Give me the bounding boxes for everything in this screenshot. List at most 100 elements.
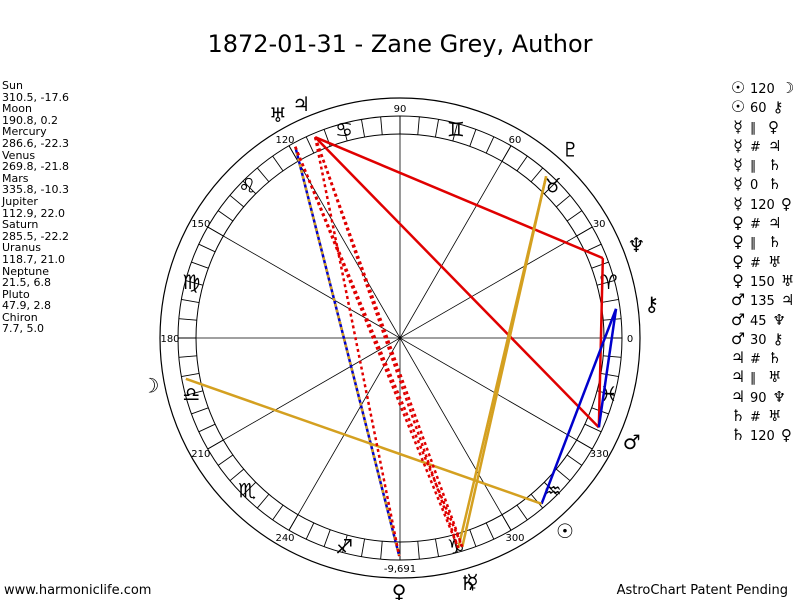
degree-tick xyxy=(485,522,495,540)
aspect-row: ♃ 90 ♆ xyxy=(728,387,794,406)
planet-name-jupiter: Jupiter xyxy=(2,194,38,208)
aspect-planet2-icon: ♀ xyxy=(780,194,792,213)
planet-icon: ♃ xyxy=(292,92,310,116)
aspect-line xyxy=(313,136,401,557)
aspect-type: # xyxy=(750,217,761,233)
aspect-row: ☿ ∥ ♀ xyxy=(728,117,794,136)
degree-label: 180 xyxy=(160,334,179,345)
degree-label: 0 xyxy=(627,334,633,345)
degree-tick xyxy=(434,538,439,557)
aspect-planet2-icon: ♄ xyxy=(768,233,782,252)
aspect-type: 120 xyxy=(750,82,775,97)
degree-tick xyxy=(380,116,383,135)
aspect-row: ♃ # ♄ xyxy=(728,348,794,367)
planet-icon: ♂ xyxy=(623,430,641,454)
planet-name-saturn: Saturn xyxy=(2,218,39,232)
degree-label: 240 xyxy=(275,533,294,544)
aspect-planet2-icon: ♅ xyxy=(780,271,795,290)
aspect-planet2-icon: ♃ xyxy=(768,214,782,233)
degree-label: 210 xyxy=(191,449,210,460)
degree-tick xyxy=(191,261,209,269)
aspect-type: # xyxy=(750,410,761,426)
degree-tick xyxy=(516,155,528,172)
planet-name-mars: Mars xyxy=(2,171,29,185)
degree-tick xyxy=(242,481,257,496)
degree-tick xyxy=(272,155,284,172)
planet-icon: ♆ xyxy=(627,233,645,257)
aspect-type: 135 xyxy=(750,294,775,310)
planet-coords-mars: 335.8, -10.3 xyxy=(2,183,69,197)
planet-coords-uranus: 118.7, 21.0 xyxy=(2,252,65,266)
degree-label: 330 xyxy=(590,449,609,460)
degree-tick xyxy=(342,534,348,553)
aspect-type: ∥ xyxy=(750,120,757,136)
aspect-line xyxy=(597,258,605,428)
degree-tick xyxy=(516,504,528,521)
aspect-row: ♂ 30 ⚷ xyxy=(728,329,794,348)
aspect-row: ♀ # ♃ xyxy=(728,213,794,232)
aspect-row: ♂ 135 ♃ xyxy=(728,290,794,309)
aspect-row: ♀ 150 ♅ xyxy=(728,271,794,290)
degree-tick xyxy=(229,194,245,208)
aspect-type: # xyxy=(750,255,761,271)
planet-name-moon: Moon xyxy=(2,102,32,116)
degree-tick xyxy=(452,123,458,142)
aspect-row: ☿ # ♃ xyxy=(728,136,794,155)
site-url[interactable]: www.harmoniclife.com xyxy=(4,583,152,598)
planet-icon: ☽ xyxy=(142,374,160,398)
degree-label: 60 xyxy=(509,135,522,146)
aspect-row: ☿ 0 ♄ xyxy=(728,174,794,193)
aspect-type: ∥ xyxy=(750,159,757,175)
zodiac-sign-icon: ♋ xyxy=(335,117,353,141)
aspect-planet1-icon: ☉ xyxy=(730,97,746,117)
aspect-list: ☉ 120 ☽ ☉ 60 ⚷ ☿ ∥ ♀ ☿ # ♃ ☿ ∥ ♄ ☿ 0 ♄ ☿ 120 ♀ ♀ # ♃ ♀ ∥ ♄ ♀ # ♅ ♀ 150 ♅… xyxy=(728,78,794,445)
degree-tick xyxy=(543,481,558,496)
degree-tick xyxy=(217,210,234,222)
aspect-planet1-icon: ♃ xyxy=(730,386,746,406)
planet-name-sun: Sun xyxy=(2,79,23,92)
degree-tick xyxy=(229,468,245,482)
degree-tick xyxy=(603,355,622,358)
aspect-line xyxy=(294,146,401,557)
aspect-planet2-icon: ♅ xyxy=(768,252,782,271)
aspect-planet1-icon: ☿ xyxy=(733,155,743,175)
aspect-planet2-icon: ♄ xyxy=(768,175,782,194)
degree-tick xyxy=(178,355,197,358)
aspect-planet2-icon: ⚷ xyxy=(772,98,784,117)
degree-tick xyxy=(417,541,420,560)
degree-tick xyxy=(361,119,366,138)
aspect-planet1-icon: ♂ xyxy=(730,309,746,329)
planet-positions-list: Sun 310.5, -17.6 Moon 190.8, 0.2 Mercury 286.… xyxy=(2,80,69,335)
degree-tick xyxy=(181,299,200,304)
planet-coords-moon: 190.8, 0.2 xyxy=(2,113,58,127)
aspect-planet1-icon: ☿ xyxy=(733,174,743,194)
planet-name-pluto: Pluto xyxy=(2,287,30,301)
planet-name-chiron: Chiron xyxy=(2,310,38,324)
aspect-row: ♃ ∥ ♅ xyxy=(728,367,794,386)
planet-name-mercury: Mercury xyxy=(2,125,47,139)
aspect-type: # xyxy=(750,139,761,155)
degree-tick xyxy=(434,119,439,138)
aspect-type: 60 xyxy=(750,101,767,117)
degree-tick xyxy=(566,210,583,222)
aspect-planet2-icon: ♅ xyxy=(768,407,782,426)
degree-tick xyxy=(305,136,315,154)
degree-label: 90 xyxy=(394,104,407,115)
aspect-type: # xyxy=(750,352,761,368)
degree-tick xyxy=(469,129,477,147)
degree-tick xyxy=(242,180,257,195)
aspect-planet1-icon: ☿ xyxy=(733,116,743,136)
degree-tick xyxy=(380,541,383,560)
degree-label: 120 xyxy=(275,135,294,146)
degree-tick xyxy=(530,167,544,183)
aspect-planet2-icon: ⚷ xyxy=(772,329,784,348)
aspect-row: ♄ # ♅ xyxy=(728,406,794,425)
degree-tick xyxy=(323,529,331,547)
aspect-planet1-icon: ☿ xyxy=(733,135,743,155)
planet-coords-venus: 269.8, -21.8 xyxy=(2,160,69,174)
aspect-planet1-icon: ♄ xyxy=(730,425,746,445)
degree-tick xyxy=(543,180,558,195)
zodiac-sign-icon: ♉ xyxy=(544,173,562,197)
degree-tick xyxy=(198,423,216,433)
planet-icon: ♇ xyxy=(561,138,579,162)
